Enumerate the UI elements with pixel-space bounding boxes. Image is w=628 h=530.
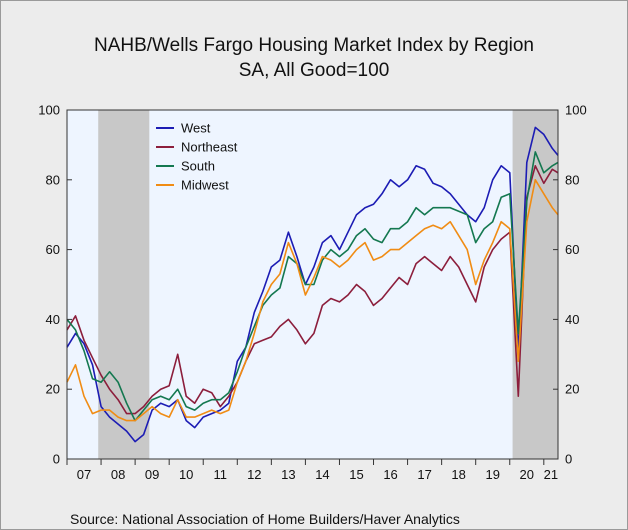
- axes: [66, 109, 559, 460]
- y-tick-label-right: 0: [565, 452, 572, 467]
- y-tick-label-right: 60: [565, 242, 579, 257]
- legend-label-midwest: Midwest: [181, 178, 229, 193]
- y-axis-right: 0 20 40 60 80 100: [553, 103, 587, 467]
- series-line-west: [66, 126, 559, 443]
- y-tick-label-right: 80: [565, 172, 579, 187]
- y-tick-label-left: 20: [46, 382, 60, 397]
- series-lines: [66, 126, 559, 443]
- y-axis-left: 0 20 40 60 80 100: [38, 103, 72, 467]
- legend-label-south: South: [181, 159, 215, 174]
- source-note: Source: National Association of Home Bui…: [70, 511, 460, 527]
- legend-label-northeast: Northeast: [181, 140, 238, 155]
- y-tick-label-left: 60: [46, 242, 60, 257]
- y-tick-label-right: 40: [565, 312, 579, 327]
- series-line-midwest: [66, 179, 559, 422]
- y-tick-label-left: 40: [46, 312, 60, 327]
- x-tick-label: 19: [485, 467, 499, 482]
- x-tick-label: 07: [77, 467, 91, 482]
- y-tick-label-right: 20: [565, 382, 579, 397]
- y-tick-label-right: 100: [565, 103, 587, 118]
- x-tick-label: 20: [520, 467, 534, 482]
- x-tick-label: 14: [315, 467, 329, 482]
- y-tick-label-left: 0: [53, 452, 60, 467]
- recession-band-2: [512, 110, 558, 459]
- series-line-northeast: [66, 165, 559, 415]
- y-tick-label-left: 100: [38, 103, 60, 118]
- chart-title: NAHB/Wells Fargo Housing Market Index by…: [94, 35, 534, 56]
- x-tick-label: 11: [214, 467, 228, 482]
- plot-border: [66, 109, 559, 460]
- x-tick-label: 13: [281, 467, 295, 482]
- chart-subtitle: SA, All Good=100: [239, 60, 390, 81]
- x-tick-label: 08: [111, 467, 125, 482]
- x-axis: 07 08 09 10 11 12 13 14 15 16 17 18 19 20 21: [66, 459, 558, 482]
- x-tick-label: 21: [544, 467, 558, 482]
- x-tick-label: 10: [179, 467, 193, 482]
- x-tick-label: 09: [145, 467, 159, 482]
- x-tick-label: 18: [451, 467, 465, 482]
- recession-band-1: [98, 110, 150, 459]
- x-tick-label: 17: [417, 467, 431, 482]
- x-tick-label: 15: [349, 467, 363, 482]
- series-line-south: [66, 151, 559, 422]
- x-tick-label: 16: [383, 467, 397, 482]
- legend: West Northeast South Midwest: [156, 121, 238, 193]
- legend-label-west: West: [181, 121, 211, 136]
- y-tick-label-left: 80: [46, 172, 60, 187]
- x-tick-label: 12: [247, 467, 261, 482]
